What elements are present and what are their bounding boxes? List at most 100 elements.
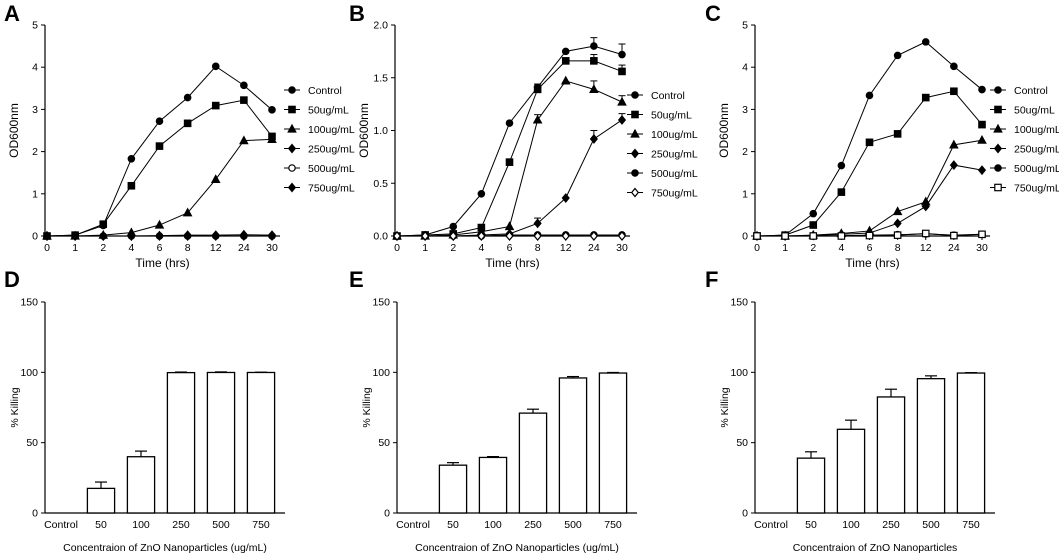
x-tick-label: 8 <box>185 242 191 254</box>
data-point <box>837 232 846 240</box>
data-point <box>127 154 136 163</box>
panel-label: B <box>349 1 365 26</box>
legend-label: 250ug/mL <box>1014 144 1059 156</box>
legend-marker <box>630 148 640 159</box>
x-tick-label: 750 <box>962 519 980 531</box>
x-tick-label: 1 <box>782 242 788 254</box>
legend-label: Control <box>651 90 685 102</box>
data-point <box>978 230 986 239</box>
legend-marker <box>288 86 296 94</box>
data-point <box>617 96 627 106</box>
data-point <box>561 47 570 56</box>
data-point <box>42 231 52 241</box>
data-point <box>240 81 248 90</box>
series-100ug-ml <box>42 134 277 240</box>
data-point <box>449 231 458 241</box>
legend-item: 100ug/mL <box>627 128 698 141</box>
y-tick-label: 5 <box>32 20 38 32</box>
legend-item: Control <box>284 85 342 97</box>
series-750ug-ml <box>42 231 277 241</box>
data-point <box>183 93 192 102</box>
legend-label: 100ug/mL <box>651 129 698 141</box>
x-tick-label: Control <box>396 519 430 531</box>
x-tick-label: 500 <box>564 519 582 531</box>
data-point <box>893 218 902 229</box>
data-point <box>589 84 599 93</box>
data-point <box>155 117 164 126</box>
y-tick-label: 2 <box>32 146 38 158</box>
x-tick-label: 30 <box>976 242 988 254</box>
legend-marker <box>993 123 1003 133</box>
y-tick-label: 1 <box>32 188 38 200</box>
y-tick-label: 50 <box>736 437 748 449</box>
panel-label: D <box>4 267 20 292</box>
series-line <box>757 139 983 237</box>
data-point <box>618 50 626 59</box>
x-tick-label: 2 <box>100 242 106 254</box>
data-point <box>921 93 930 102</box>
data-point <box>127 231 136 241</box>
legend-marker <box>631 91 639 99</box>
y-tick-label: 1.5 <box>373 72 388 84</box>
series-100ug-ml <box>752 134 987 240</box>
x-tick-label: Control <box>754 519 788 531</box>
y-tick-label: 0.0 <box>373 231 388 243</box>
data-point <box>809 209 818 218</box>
y-tick-label: 3 <box>32 104 38 116</box>
data-point <box>781 232 789 240</box>
legend-label: 50ug/mL <box>308 105 349 117</box>
bar <box>438 464 468 514</box>
legend-item: 100ug/mL <box>990 123 1059 136</box>
data-point <box>183 231 192 241</box>
legend-marker <box>287 143 297 154</box>
data-point <box>950 87 958 96</box>
y-tick-label: 4 <box>742 62 748 74</box>
legend-item: 750ug/mL <box>284 183 355 195</box>
data-point <box>589 133 598 144</box>
data-point <box>392 231 402 241</box>
legend-label: 500ug/mL <box>651 168 698 180</box>
legend-item: 100ug/mL <box>284 123 355 136</box>
data-point <box>267 134 277 143</box>
data-point <box>71 231 80 241</box>
bar <box>876 396 906 514</box>
legend-marker <box>631 110 639 119</box>
x-tick-label: 250 <box>524 519 542 531</box>
y-tick-label: 1 <box>742 188 748 200</box>
y-tick-label: 2.0 <box>373 20 388 32</box>
data-point <box>949 139 959 149</box>
y-tick-label: 100 <box>372 367 390 379</box>
bar <box>166 371 196 514</box>
legend-label: 100ug/mL <box>308 124 355 136</box>
legend-marker <box>994 164 1002 172</box>
x-tick-label: 2 <box>810 242 816 254</box>
legend-label: 500ug/mL <box>308 163 355 175</box>
legend-label: 50ug/mL <box>651 110 692 122</box>
series-line <box>396 60 623 237</box>
bar <box>478 456 508 514</box>
data-point <box>99 220 108 228</box>
legend-label: 100ug/mL <box>1014 124 1059 136</box>
x-tick-label: 30 <box>266 242 278 254</box>
legend-item: 500ug/mL <box>284 163 355 175</box>
y-tick-label: 150 <box>20 297 38 309</box>
legend-marker <box>287 123 297 133</box>
y-tick-label: 0.5 <box>373 178 388 190</box>
y-tick-label: 4 <box>32 62 38 74</box>
x-tick-label: 500 <box>922 519 940 531</box>
legend-label: 250ug/mL <box>308 144 355 156</box>
legend-item: 50ug/mL <box>627 110 692 122</box>
legend-label: Control <box>308 85 342 97</box>
legend-item: 500ug/mL <box>627 168 698 180</box>
data-point <box>977 134 987 144</box>
x-tick-label: 24 <box>238 242 250 254</box>
data-point <box>239 135 249 145</box>
data-point <box>865 91 874 100</box>
data-point <box>477 231 486 241</box>
data-point <box>809 232 818 240</box>
data-point <box>533 231 542 241</box>
legend-marker <box>994 183 1002 192</box>
x-tick-label: 4 <box>478 242 484 254</box>
bar <box>796 457 826 514</box>
